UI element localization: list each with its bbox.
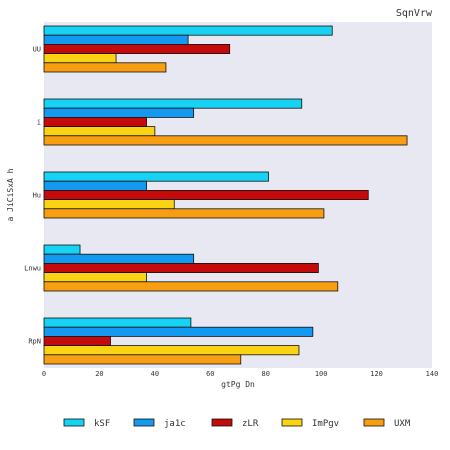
bar-UXM-Hu [43,208,325,219]
bar-ImPgv-Hu [43,199,175,210]
x-tick-label: 140 [426,370,439,378]
y-tick-label: Hu [33,192,41,200]
legend-swatch-ja1c [133,418,155,427]
x-tick-label: 120 [370,370,383,378]
y-tick-label: RpN [28,338,41,346]
legend-label-UXM: UXM [394,419,411,429]
bar-UXM-i [43,135,408,146]
bar-UXM-RpN [43,354,242,365]
bar-UXM-UU [43,62,167,73]
legend-swatch-zLR [211,418,233,427]
bar-ImPgv-i [43,126,156,137]
bar-zLR-UU [43,44,231,55]
bar-zLR-RpN [43,335,111,346]
x-tick-labels: 0 20 40 60 80 100 120 140 [42,370,438,378]
bar-ImPgv-RpN [43,345,300,356]
legend-swatch-UXM [363,418,385,427]
x-tick-label: 80 [261,370,269,378]
legend-swatch-ImPgv [281,418,303,427]
chart-title: SqnVrw [396,8,433,19]
bar-kSF-UU [43,25,333,36]
x-tick-label: 0 [42,370,46,378]
bar-zLR-Lnwu [43,262,319,273]
bar-kSF-Lnwu [43,244,81,255]
bar-ja1c-Hu [43,180,147,191]
x-tick-label: 60 [206,370,214,378]
y-tick-labels: UU i Hu Lnwu RpN [24,46,41,346]
legend-swatch-kSF [63,418,85,427]
legend-label-kSF: kSF [94,419,110,429]
y-tick-label: Lnwu [24,265,41,273]
bar-ja1c-Lnwu [43,253,195,264]
x-tick-label: 20 [95,370,103,378]
x-tick-label: 100 [315,370,328,378]
bar-kSF-RpN [43,317,192,328]
bar-kSF-i [43,98,303,109]
bar-zLR-i [43,117,147,128]
x-axis-label: gtPg Dn [221,380,255,389]
bar-ImPgv-UU [43,53,117,64]
bars-group [43,25,408,365]
legend-label-ImPgv: ImPgv [312,419,339,429]
bar-UXM-Lnwu [43,281,339,292]
bar-ja1c-UU [43,34,189,45]
bar-zLR-Hu [43,189,369,200]
bar-ja1c-i [43,107,195,118]
legend: kSF ja1c zLR ImPgv UXM [63,418,411,429]
bar-kSF-Hu [43,171,269,182]
y-tick-label: i [37,119,41,127]
y-tick-label: UU [33,46,41,54]
legend-label-zLR: zLR [242,419,259,429]
legend-label-ja1c: ja1c [164,419,186,429]
y-axis-label: a JiCiSxA h [6,168,15,221]
bar-ja1c-RpN [43,326,314,337]
x-tick-label: 40 [151,370,159,378]
bar-ImPgv-Lnwu [43,272,147,283]
